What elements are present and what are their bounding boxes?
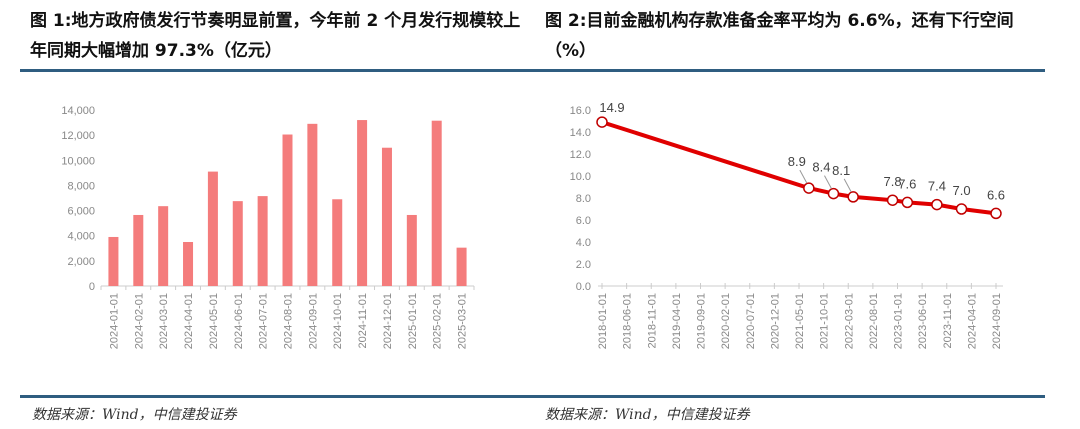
x-tick-label: 2025-01-01 (407, 293, 419, 349)
x-tick-label: 2019-09-01 (696, 293, 708, 349)
y-tick-label: 12,000 (61, 130, 95, 142)
y-tick-label: 6.0 (576, 215, 591, 227)
y-tick-label: 10,000 (61, 155, 95, 167)
data-point (827, 187, 840, 200)
x-tick-label: 2024-02-01 (133, 293, 145, 349)
y-tick-label: 0 (89, 281, 95, 293)
data-label: 8.9 (788, 154, 806, 169)
x-tick-label: 2023-06-01 (917, 293, 929, 349)
x-tick-label: 2024-03-01 (158, 293, 170, 349)
data-point (901, 196, 914, 209)
bar (381, 147, 392, 286)
x-tick-label: 2024-01-01 (108, 293, 120, 349)
data-point (955, 203, 968, 215)
x-tick-label: 2024-07-01 (258, 293, 270, 349)
data-label: 8.1 (832, 163, 850, 178)
bottom-divider (20, 395, 1045, 398)
data-point (931, 198, 943, 211)
data-label: 7.4 (928, 179, 946, 194)
chart2-source: 数据来源：Wind，中信建投证券 (545, 407, 750, 423)
chart1-title: 图 1:地方政府债发行节奏明显前置，今年前 2 个月发行规模较上年同期大幅增加 … (30, 11, 521, 61)
data-label: 6.6 (987, 187, 1005, 202)
x-tick-label: 2024-04-01 (966, 293, 978, 349)
data-label: 7.8 (884, 174, 902, 189)
y-tick-label: 8,000 (67, 180, 95, 192)
x-tick-label: 2023-01-01 (893, 293, 905, 349)
x-tick-label: 2019-04-01 (671, 293, 683, 349)
y-tick-label: 14.0 (570, 127, 591, 139)
y-tick-label: 4.0 (576, 237, 591, 249)
bar (406, 214, 417, 286)
leader-line (799, 169, 808, 184)
x-tick-label: 2022-03-01 (843, 293, 855, 349)
x-tick-label: 2023-11-01 (942, 293, 954, 348)
bar (357, 120, 368, 286)
bar (183, 242, 194, 286)
y-tick-label: 4,000 (67, 231, 95, 243)
x-tick-label: 2024-08-01 (283, 293, 295, 349)
x-tick-label: 2024-12-01 (382, 293, 394, 349)
x-tick-label: 2020-12-01 (769, 293, 781, 349)
data-point (886, 194, 899, 206)
bar (232, 201, 243, 286)
x-tick-label: 2024-09-01 (307, 293, 319, 349)
bar (307, 123, 318, 286)
bar (158, 206, 169, 286)
x-tick-label: 2021-05-01 (794, 293, 806, 349)
x-tick-label: 2018-06-01 (622, 293, 634, 349)
bar (332, 199, 343, 286)
data-label: 8.4 (812, 160, 830, 175)
top-divider (20, 69, 1045, 72)
data-point (847, 191, 859, 203)
bar (207, 171, 218, 286)
data-label: 7.6 (898, 176, 916, 191)
y-tick-label: 2.0 (576, 259, 591, 271)
y-tick-label: 8.0 (576, 193, 591, 205)
x-tick-label: 2020-07-01 (745, 293, 757, 349)
x-tick-label: 2024-06-01 (233, 293, 245, 349)
bar (456, 247, 467, 286)
chart2-title: 图 2:目前金融机构存款准备金率平均为 6.6%，还有下行空间（%） (545, 11, 1014, 61)
leader-line (824, 175, 832, 189)
x-tick-label: 2020-02-01 (720, 293, 732, 349)
y-tick-label: 10.0 (570, 171, 591, 183)
bar (431, 120, 442, 286)
x-tick-label: 2025-02-01 (432, 293, 444, 349)
x-tick-label: 2018-01-01 (597, 293, 609, 349)
y-tick-label: 6,000 (67, 206, 95, 218)
bar (282, 134, 293, 286)
y-tick-label: 0.0 (576, 281, 591, 293)
x-tick-label: 2024-05-01 (208, 293, 220, 349)
data-label: 7.0 (952, 183, 970, 198)
x-tick-label: 2024-04-01 (183, 293, 195, 349)
chart1-source: 数据来源：Wind，中信建投证券 (32, 407, 237, 423)
data-point (803, 182, 815, 194)
leader-line (843, 178, 852, 193)
x-tick-label: 2025-03-01 (457, 293, 469, 349)
bar (108, 236, 119, 286)
data-label: 14.9 (599, 100, 624, 115)
x-tick-label: 2021-10-01 (819, 293, 831, 349)
data-point (596, 116, 608, 128)
x-tick-label: 2018-11-01 (646, 293, 658, 348)
bar (257, 196, 268, 286)
y-tick-label: 2,000 (67, 256, 95, 268)
bar (133, 214, 144, 286)
y-tick-label: 14,000 (61, 105, 95, 117)
x-tick-label: 2022-08-01 (868, 293, 880, 349)
data-point (990, 207, 1002, 220)
x-tick-label: 2024-11-01 (357, 293, 369, 348)
x-tick-label: 2024-09-01 (991, 293, 1003, 349)
x-tick-label: 2024-10-01 (332, 293, 344, 349)
y-tick-label: 16.0 (570, 105, 591, 117)
y-tick-label: 12.0 (570, 149, 591, 161)
